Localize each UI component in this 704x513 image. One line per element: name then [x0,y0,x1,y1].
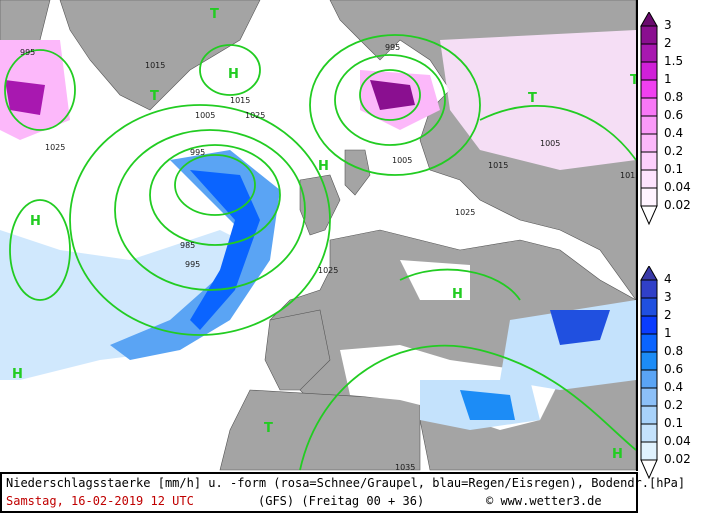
rain-legend-label: 0.1 [664,416,684,430]
pressure-label: 1025 [245,111,265,120]
legend-swatch [640,187,658,207]
isobars [4,34,636,471]
caption-box: Niederschlagsstaerke [mm/h] u. -form (ro… [0,472,685,513]
legend-swatch [640,97,658,117]
legend-swatch [640,441,658,461]
legend-swatch [640,333,658,353]
snow-legend-label: 0.6 [664,108,684,122]
legend-swatch [640,351,658,371]
legend-arrow-top [640,12,658,27]
pressure-label: 1005 [540,139,560,148]
pressure-label: 1015 [230,96,250,105]
snow-legend-label: 0.4 [664,126,684,140]
snow-legend-label: 1.5 [664,54,684,68]
pressure-label: 995 [385,43,400,52]
pressure-label: 1015 [488,161,508,170]
snow-legend-label: 0.8 [664,90,684,104]
pressure-label: 1015 [145,61,165,70]
legend-swatch [640,79,658,99]
pressure-label: 1025 [455,208,475,217]
rain-legend-label: 1 [664,326,672,340]
legend-swatch [640,169,658,189]
legend-swatch [640,315,658,335]
pressure-label: 1025 [45,143,65,152]
pressure-label: 985 [180,241,195,250]
legend-swatch [640,25,658,45]
legend-swatch [640,423,658,443]
legend-swatch [640,405,658,425]
low-marker: T [150,89,159,104]
snow-legend-label: 1 [664,72,672,86]
pressure-label: 1005 [392,156,412,165]
pressure-label: 995 [20,48,35,57]
pressure-label: 1015 [620,171,638,180]
snow-legend-label: 2 [664,36,672,50]
pressure-label: 1035 [395,463,415,471]
caption-date: Samstag, 16-02-2019 12 UTC [6,494,194,508]
snow-legend-label: 0.2 [664,144,684,158]
legend-swatch [640,151,658,171]
low-marker: T [264,421,273,436]
rain-legend-label: 0.6 [664,362,684,376]
rain-legend-label: 0.2 [664,398,684,412]
pressure-labels: 995 1015 1025 995 1005 1025 1015 995 985… [20,43,638,471]
snow-legend-bar [640,12,658,226]
weather-map: 995 1015 1025 995 1005 1025 1015 995 985… [0,0,638,471]
snow-legend-label: 3 [664,18,672,32]
high-marker: H [228,67,239,82]
rain-legend-label: 2 [664,308,672,322]
pressure-centers: H H H H H H T T T T T [12,7,638,462]
high-marker: H [612,447,623,462]
pressure-label: 1005 [195,111,215,120]
high-marker: H [12,367,23,382]
snow-legend-label: 0.04 [664,180,691,194]
legend-swatch [640,133,658,153]
rain-legend-label: 0.04 [664,434,691,448]
rain-legend-label: 4 [664,272,672,286]
high-marker: H [452,287,463,302]
caption-model-run: (GFS) (Freitag 00 + 36) [258,494,425,508]
pressure-label: 995 [190,148,205,157]
low-marker: T [210,7,219,22]
snow-legend-label: 0.02 [664,198,691,212]
rain-legend-bar [640,266,658,480]
legend-swatch [640,387,658,407]
low-marker: T [528,91,537,106]
legend-swatch [640,61,658,81]
rain-legend-label: 0.4 [664,380,684,394]
high-marker: H [30,214,41,229]
legend-arrow-top [640,266,658,281]
legend-swatch [640,297,658,317]
legend-swatch [640,115,658,135]
legend-swatch [640,369,658,389]
pressure-label: 995 [185,260,200,269]
rain-legend-label: 3 [664,290,672,304]
precipitation-areas [0,30,636,430]
caption-copyright: © www.wetter3.de [486,494,602,508]
legend-arrow-bottom [640,459,658,480]
snow-legend-label: 0.1 [664,162,684,176]
rain-legend-label: 0.02 [664,452,691,466]
rain-legend-label: 0.8 [664,344,684,358]
high-marker: H [318,159,329,174]
legend-swatch [640,43,658,63]
legend-swatch [640,279,658,299]
caption-description: Niederschlagsstaerke [mm/h] u. -form (ro… [6,476,686,490]
low-marker: T [630,73,638,88]
pressure-label: 1025 [318,266,338,275]
legend-arrow-bottom [640,205,658,226]
